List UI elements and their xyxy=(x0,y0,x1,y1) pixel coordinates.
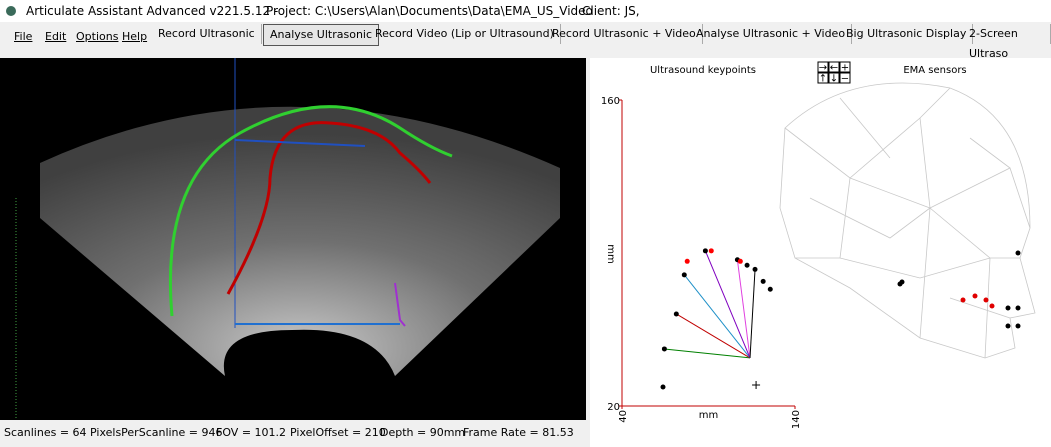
status-field: PixelOffset = 210 xyxy=(290,426,386,439)
nav-button-label: + xyxy=(841,63,849,74)
app-icon xyxy=(6,6,16,16)
y-tick-label: 160 xyxy=(601,96,620,107)
keypoint-dot xyxy=(737,258,743,264)
title-bar: Articulate Assistant Advanced v221.5.12 … xyxy=(0,0,1051,22)
status-field: Depth = 90mm xyxy=(380,426,466,439)
menu-item[interactable]: Edit xyxy=(45,30,67,43)
project-path: Project: C:\Users\Alan\Documents\Data\EM… xyxy=(266,4,593,18)
menu-item[interactable]: Help xyxy=(122,30,148,43)
keypoint-line xyxy=(749,269,756,358)
keypoint-line xyxy=(736,259,751,358)
status-field: FOV = 101.2 xyxy=(216,426,287,439)
status-field: Frame Rate = 81.53 xyxy=(463,426,574,439)
keypoint-dot xyxy=(767,286,773,292)
nav-button-label: − xyxy=(841,74,849,85)
cross-marker xyxy=(752,381,761,390)
toolbar-button[interactable]: Big Ultrasonic Display xyxy=(840,24,974,44)
nav-button[interactable] xyxy=(839,61,851,73)
nav-button-label: ↑ xyxy=(819,74,827,85)
keypoint-line xyxy=(664,348,751,359)
keypoint-dot xyxy=(744,262,750,268)
toolbar-button[interactable]: Analyse Ultrasonic xyxy=(263,24,380,46)
keypoints-title: Ultrasound keypoints xyxy=(650,65,756,76)
keypoint-dot xyxy=(684,258,690,264)
x-tick-label: 140 xyxy=(791,410,802,429)
keypoint-dot xyxy=(661,346,667,352)
nav-button[interactable] xyxy=(817,72,829,84)
keypoint-line xyxy=(683,274,751,359)
nav-button[interactable] xyxy=(828,61,840,73)
y-tick-label: 20 xyxy=(607,402,620,413)
nav-button[interactable] xyxy=(817,61,829,73)
nav-button-label: ← xyxy=(830,63,838,74)
ultrasound-view xyxy=(0,58,586,420)
menu-item[interactable]: Options xyxy=(76,30,119,43)
nav-button[interactable] xyxy=(839,72,851,84)
menu-item[interactable]: File xyxy=(14,30,33,43)
app-title: Articulate Assistant Advanced v221.5.12 … xyxy=(26,4,279,18)
keypoint-dot xyxy=(752,266,758,272)
right-panel: EMA sensors → ← + ↑ ↓ − Ultrasound keypoints 2… xyxy=(590,58,1051,447)
x-tick-label: 40 xyxy=(618,410,629,423)
status-field: Scanlines = 64 xyxy=(4,426,87,439)
toolbar-button[interactable]: Record Ultrasonic xyxy=(152,24,262,44)
keypoint-line xyxy=(704,250,751,359)
status-field: PixelsPerScanline = 946 xyxy=(90,426,223,439)
nav-button[interactable] xyxy=(828,72,840,84)
y-axis-label: mm xyxy=(605,244,616,263)
keypoint-dot xyxy=(702,248,708,254)
toolbar-button[interactable]: Record Video (Lip or Ultrasound) xyxy=(369,24,561,44)
nav-button-label: ↓ xyxy=(830,74,838,85)
keypoint-dot xyxy=(681,272,687,278)
keypoint-line xyxy=(676,313,751,359)
nav-button-label: → xyxy=(819,63,827,74)
ema-sensor-dots xyxy=(897,250,1021,329)
keypoint-dot xyxy=(673,311,679,317)
toolbar-button[interactable]: Record Ultrasonic + Video xyxy=(546,24,703,44)
keypoint-dot xyxy=(760,278,766,284)
head-wireframe xyxy=(779,82,1036,359)
toolbar-button[interactable]: 2-Screen Ultraso xyxy=(963,24,1051,60)
keypoint-dot xyxy=(660,384,666,390)
ema-title: EMA sensors xyxy=(903,65,966,76)
x-axis-label: mm xyxy=(699,410,718,421)
toolbar-button[interactable]: Analyse Ultrasonic + Video xyxy=(690,24,853,44)
keypoint-dot xyxy=(708,248,714,254)
client: Client: JS, xyxy=(582,4,640,18)
